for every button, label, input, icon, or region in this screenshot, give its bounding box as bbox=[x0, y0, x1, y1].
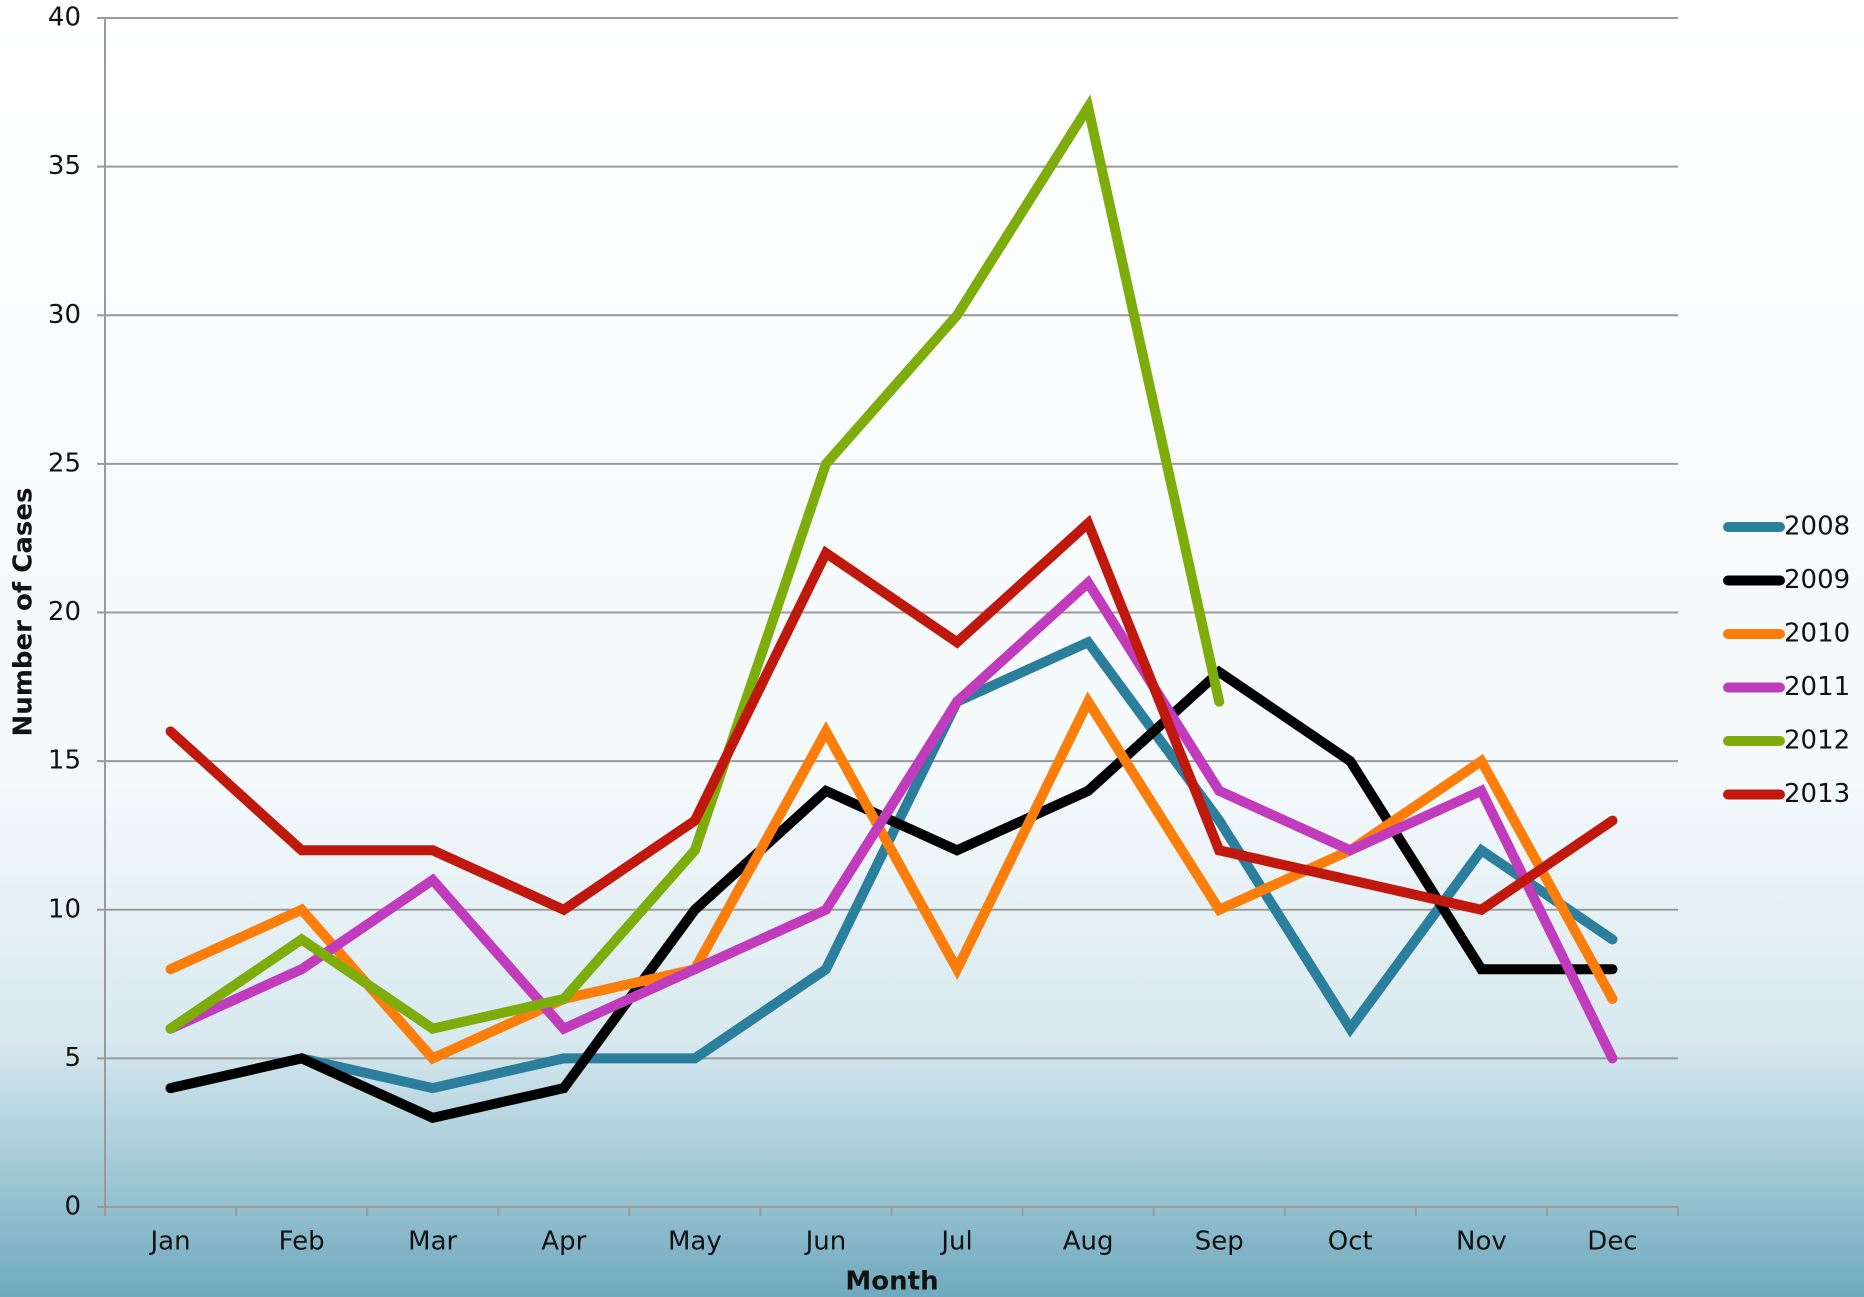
x-tick-label: Oct bbox=[1328, 1227, 1373, 1257]
y-tick-label: 15 bbox=[48, 746, 81, 776]
y-tick-label: 40 bbox=[48, 3, 81, 33]
y-tick-label: 0 bbox=[64, 1192, 81, 1222]
y-tick-label: 10 bbox=[48, 894, 81, 924]
y-tick-label: 30 bbox=[48, 300, 81, 330]
y-axis-label: Number of Cases bbox=[9, 488, 39, 737]
legend-label: 2013 bbox=[1784, 779, 1850, 809]
y-tick-label: 20 bbox=[48, 597, 81, 627]
x-tick-label: Nov bbox=[1456, 1227, 1507, 1257]
series-line bbox=[165, 635, 1618, 1094]
y-tick-label: 25 bbox=[48, 448, 81, 478]
legend-label: 2011 bbox=[1784, 672, 1850, 702]
legend-label: 2008 bbox=[1784, 512, 1850, 542]
series-line bbox=[165, 575, 1618, 1064]
x-tick-label: Apr bbox=[541, 1227, 586, 1257]
legend-label: 2010 bbox=[1784, 619, 1850, 649]
x-tick-label: May bbox=[668, 1227, 722, 1257]
x-tick-label: Jun bbox=[804, 1227, 847, 1257]
legend-label: 2009 bbox=[1784, 565, 1850, 595]
x-tick-label: Aug bbox=[1063, 1227, 1114, 1257]
series-line bbox=[165, 94, 1225, 1035]
x-axis-label: Month bbox=[845, 1267, 938, 1297]
y-tick-label: 35 bbox=[48, 151, 81, 181]
x-tick-label: Dec bbox=[1587, 1227, 1637, 1257]
y-tick-label: 5 bbox=[64, 1043, 81, 1073]
legend-label: 2012 bbox=[1784, 726, 1850, 756]
x-tick-label: Feb bbox=[279, 1227, 325, 1257]
series-line bbox=[165, 665, 1618, 1124]
series-line bbox=[165, 514, 1618, 916]
x-tick-label: Sep bbox=[1195, 1227, 1244, 1257]
x-tick-label: Mar bbox=[408, 1227, 457, 1257]
x-tick-label: Jul bbox=[939, 1227, 972, 1257]
x-tick-label: Jan bbox=[148, 1227, 190, 1257]
